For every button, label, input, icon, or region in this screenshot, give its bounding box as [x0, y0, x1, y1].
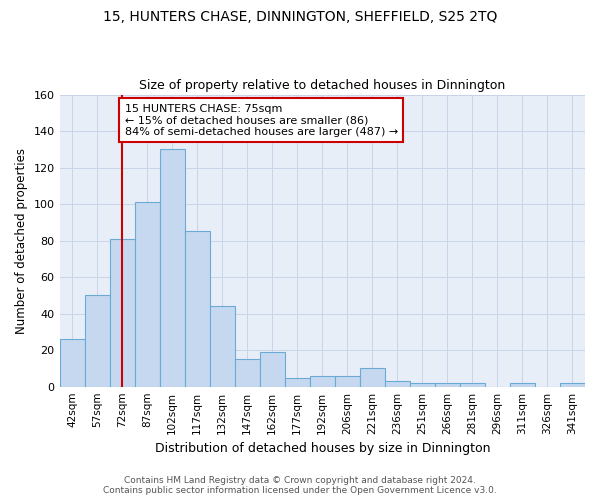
Bar [209, 306, 235, 386]
Bar [510, 383, 535, 386]
Bar [235, 360, 260, 386]
Text: Contains HM Land Registry data © Crown copyright and database right 2024.
Contai: Contains HM Land Registry data © Crown c… [103, 476, 497, 495]
Bar [435, 383, 460, 386]
Bar [110, 239, 134, 386]
X-axis label: Distribution of detached houses by size in Dinnington: Distribution of detached houses by size … [155, 442, 490, 455]
Bar [385, 381, 410, 386]
Text: 15 HUNTERS CHASE: 75sqm
← 15% of detached houses are smaller (86)
84% of semi-de: 15 HUNTERS CHASE: 75sqm ← 15% of detache… [125, 104, 398, 137]
Title: Size of property relative to detached houses in Dinnington: Size of property relative to detached ho… [139, 79, 505, 92]
Bar [59, 339, 85, 386]
Bar [410, 383, 435, 386]
Bar [260, 352, 285, 386]
Bar [360, 368, 385, 386]
Y-axis label: Number of detached properties: Number of detached properties [15, 148, 28, 334]
Bar [185, 232, 209, 386]
Bar [460, 383, 485, 386]
Bar [285, 378, 310, 386]
Bar [160, 150, 185, 386]
Bar [335, 376, 360, 386]
Bar [560, 383, 585, 386]
Bar [310, 376, 335, 386]
Text: 15, HUNTERS CHASE, DINNINGTON, SHEFFIELD, S25 2TQ: 15, HUNTERS CHASE, DINNINGTON, SHEFFIELD… [103, 10, 497, 24]
Bar [85, 296, 110, 386]
Bar [134, 202, 160, 386]
